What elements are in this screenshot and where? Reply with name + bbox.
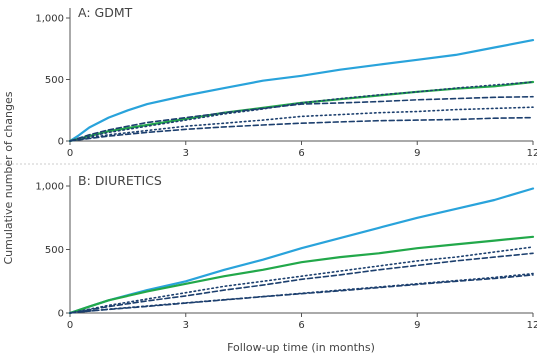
x-tick-label: 0	[67, 320, 73, 331]
x-tick-label: 9	[414, 148, 420, 159]
series-line-panel-2-4	[69, 252, 534, 314]
x-tick-label: 12	[527, 320, 537, 331]
series-line-panel-1-5	[69, 106, 534, 142]
series-line-panel-1-1	[68, 38, 535, 143]
y-axis-label: Cumulative number of changes	[2, 91, 15, 264]
y-tick-label: 500	[45, 245, 64, 256]
x-tick-label: 0	[67, 148, 73, 159]
series-line-panel-1-3	[69, 81, 534, 142]
series-line-panel-1-2	[68, 80, 535, 143]
panel-title-1: A: GDMT	[78, 5, 133, 20]
x-axis-label: Follow-up time (in months)	[227, 341, 375, 354]
y-tick-label: 1,000	[35, 14, 64, 25]
series-line-panel-1-6	[69, 116, 534, 142]
panel-title-2: B: DIURETICS	[78, 173, 162, 188]
y-tick-label: 1,000	[35, 182, 64, 193]
series-line-panel-2-2	[68, 235, 535, 315]
x-tick-label: 3	[183, 148, 189, 159]
y-tick-label: 0	[58, 137, 64, 148]
x-tick-label: 12	[527, 148, 537, 159]
series-line-panel-2-6	[69, 274, 534, 314]
series-line-panel-1-4	[69, 95, 534, 142]
x-tick-label: 6	[298, 148, 304, 159]
x-tick-label: 6	[298, 320, 304, 331]
y-tick-label: 0	[58, 309, 64, 320]
y-tick-label: 500	[45, 75, 64, 86]
x-tick-label: 9	[414, 320, 420, 331]
x-tick-label: 3	[183, 320, 189, 331]
series-line-panel-2-3	[69, 246, 534, 314]
